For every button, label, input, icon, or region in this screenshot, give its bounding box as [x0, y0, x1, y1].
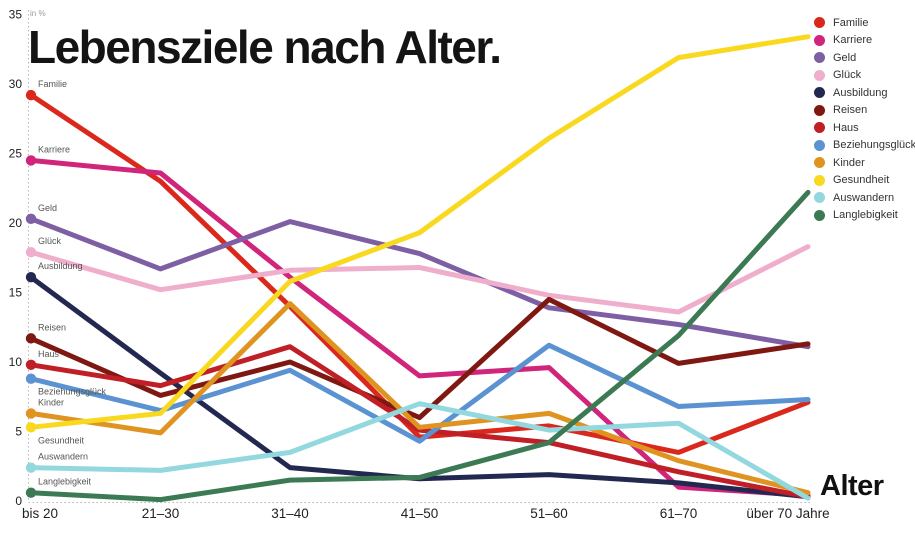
series-start-dot: [25, 155, 37, 166]
series-line-familie: [28, 92, 811, 455]
legend-item: Langlebigkeit: [814, 207, 915, 225]
legend-color-dot: [814, 157, 825, 169]
legend-color-dot: [814, 104, 825, 116]
legend-item: Geld: [814, 49, 915, 67]
series-start-dot: [25, 487, 37, 498]
series-line-gesundheit: [28, 34, 811, 430]
legend-item: Karriere: [814, 32, 915, 50]
legend-item: Familie: [814, 14, 915, 32]
legend-label: Gesundheit: [833, 174, 890, 187]
unit-label: in %: [30, 9, 46, 18]
legend-color-dot: [814, 34, 825, 46]
series-label: Gesundheit: [38, 435, 85, 445]
legend-label: Geld: [833, 51, 857, 64]
legend-label: Auswandern: [833, 191, 895, 204]
series-line-karriere: [28, 157, 811, 498]
y-tick-label: 25: [9, 147, 23, 161]
legend-item: Ausbildung: [814, 84, 915, 102]
series-start-dot: [25, 359, 37, 370]
series-line-kinder: [28, 301, 811, 496]
series-start-dot: [25, 333, 37, 344]
legend-item: Auswandern: [814, 189, 915, 207]
series-start-dot: [25, 213, 37, 225]
y-tick-label: 35: [9, 8, 23, 22]
legend-color-dot: [814, 52, 825, 64]
legend-item: Glück: [814, 67, 915, 85]
series-start-dot: [25, 373, 37, 384]
x-tick-label: 41–50: [401, 506, 439, 521]
series-label: Beziehungsglück: [38, 387, 107, 397]
series-line-langlebigkeit: [28, 189, 811, 503]
y-tick-label: 15: [9, 286, 23, 300]
series-label: Reisen: [38, 322, 66, 332]
legend: Familie Karriere Geld Glück Ausbildung Reisen…: [814, 14, 915, 224]
series-label: Auswandern: [38, 452, 88, 462]
series-line-auswandern: [28, 401, 811, 501]
series-label: Karriere: [38, 144, 70, 154]
y-tick-label: 0: [15, 494, 22, 508]
x-tick-label: 21–30: [142, 506, 180, 521]
y-tick-label: 10: [9, 355, 23, 369]
legend-label: Beziehungsglück: [833, 139, 915, 152]
x-tick-label: 61–70: [660, 506, 698, 521]
legend-label: Kinder: [833, 156, 865, 169]
series-line-geld: [28, 216, 811, 350]
legend-label: Haus: [833, 121, 859, 134]
series-line-glück: [28, 244, 811, 315]
legend-color-dot: [814, 87, 825, 99]
series-label: Haus: [38, 349, 60, 359]
legend-item: Kinder: [814, 154, 915, 172]
series-label: Ausbildung: [38, 261, 83, 271]
series-label: Geld: [38, 203, 57, 213]
x-axis-title: Alter: [820, 470, 884, 502]
legend-color-dot: [814, 139, 825, 151]
x-tick-label: bis 20: [22, 506, 58, 521]
legend-label: Ausbildung: [833, 86, 888, 99]
series-start-dot: [25, 422, 37, 433]
legend-item: Reisen: [814, 102, 915, 120]
legend-label: Langlebigkeit: [833, 209, 898, 222]
legend-color-dot: [814, 17, 825, 29]
legend-label: Familie: [833, 16, 869, 29]
y-tick-label: 30: [9, 77, 23, 91]
legend-item: Beziehungsglück: [814, 137, 915, 155]
y-tick-label: 20: [9, 216, 23, 230]
series-line-reisen: [28, 296, 811, 421]
x-tick-label: 51–60: [530, 506, 568, 521]
series-label: Langlebigkeit: [38, 477, 92, 487]
x-tick-label: über 70 Jahre: [746, 506, 829, 521]
legend-color-dot: [814, 192, 825, 204]
series-line-haus: [28, 344, 811, 500]
series-label: Kinder: [38, 397, 64, 407]
legend-label: Reisen: [833, 104, 868, 117]
series-start-dot: [25, 246, 37, 258]
x-tick-label: 31–40: [271, 506, 309, 521]
series-start-dot: [25, 462, 37, 473]
legend-color-dot: [814, 209, 825, 221]
series-start-dot: [25, 408, 37, 419]
legend-color-dot: [814, 122, 825, 134]
series-start-dot: [25, 89, 37, 101]
page-title: Lebensziele nach Alter.: [28, 21, 502, 73]
legend-label: Karriere: [833, 34, 873, 47]
legend-label: Glück: [833, 69, 862, 82]
legend-item: Haus: [814, 119, 915, 137]
series-label: Glück: [38, 236, 62, 246]
series-label: Familie: [38, 79, 67, 89]
y-tick-label: 5: [15, 425, 22, 439]
legend-item: Gesundheit: [814, 172, 915, 190]
legend-color-dot: [814, 174, 825, 186]
legend-color-dot: [814, 69, 825, 81]
series-start-dot: [25, 272, 37, 283]
